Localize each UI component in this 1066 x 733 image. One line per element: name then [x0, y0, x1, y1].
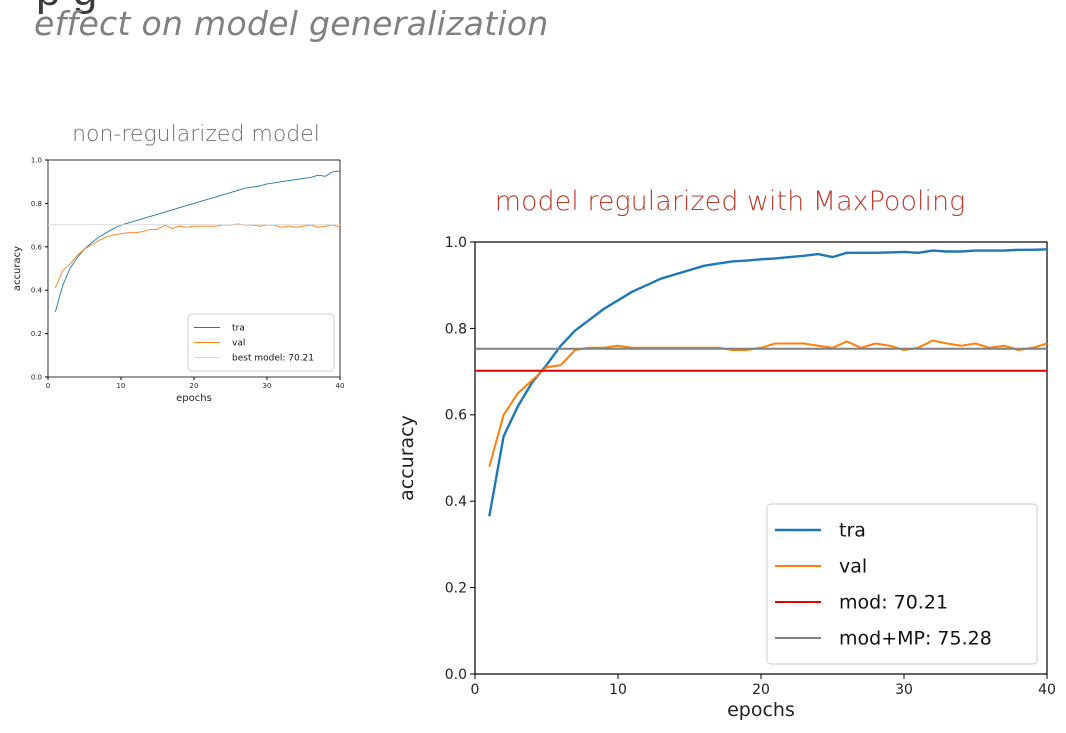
x-axis-label: epochs — [727, 699, 795, 721]
y-tick-label: 0.8 — [445, 321, 467, 337]
chart-maxpooling: 0 10 20 30 40 0.0 0.2 0.4 0.6 0.8 1.0 epochs accurac… — [396, 235, 1056, 721]
legend-label: best model: 70.21 — [232, 354, 314, 364]
x-tick-label: 10 — [117, 382, 126, 390]
legend-label: val — [232, 339, 245, 349]
chart-title-maxpooling: model regularized with MaxPooling — [494, 186, 966, 217]
y-tick-label: 0.2 — [445, 581, 467, 597]
y-tick-label: 1.0 — [31, 156, 42, 164]
x-tick-label: 30 — [263, 382, 272, 390]
y-axis-label: accuracy — [396, 415, 418, 501]
legend-label: tra — [232, 324, 245, 334]
x-axis-label: epochs — [176, 393, 212, 404]
legend-box — [187, 313, 335, 372]
series-line-1 — [54, 223, 341, 289]
x-tick-label: 10 — [609, 682, 627, 698]
chart-non-regularized: 0 10 20 30 40 0.0 0.2 0.4 0.6 0.8 1.0 epochs accurac… — [12, 156, 345, 404]
chart-title-non-regularized: non-regularized model — [72, 122, 320, 147]
legend-label: val — [839, 556, 867, 578]
y-tick-label: 0.8 — [31, 200, 42, 208]
y-tick-label: 0.6 — [31, 243, 43, 251]
x-tick-label: 0 — [46, 382, 50, 390]
x-tick-label: 20 — [190, 382, 199, 390]
legend-label: mod+MP: 75.28 — [839, 628, 992, 650]
y-tick-label: 0.6 — [445, 408, 467, 424]
slide-subtitle: effect on model generalization — [34, 4, 549, 43]
y-axis-label: accuracy — [12, 246, 23, 291]
series-line-0 — [488, 248, 1048, 517]
series-line-0 — [54, 170, 341, 313]
x-tick-label: 20 — [752, 682, 770, 698]
x-tick-label: 0 — [471, 682, 480, 698]
x-tick-label: 30 — [895, 682, 913, 698]
x-tick-label: 40 — [1038, 682, 1056, 698]
y-tick-label: 0.0 — [445, 667, 467, 683]
y-tick-label: 0.4 — [445, 494, 467, 510]
x-tick-label: 40 — [336, 382, 345, 390]
y-tick-label: 0.0 — [31, 373, 42, 381]
legend-box — [766, 503, 1038, 665]
legend-label: tra — [839, 520, 866, 542]
y-tick-label: 0.2 — [31, 330, 42, 338]
y-tick-label: 1.0 — [445, 235, 467, 251]
legend-label: mod: 70.21 — [839, 592, 948, 614]
y-tick-label: 0.4 — [31, 287, 43, 295]
slide-title: p g — [36, 0, 97, 16]
